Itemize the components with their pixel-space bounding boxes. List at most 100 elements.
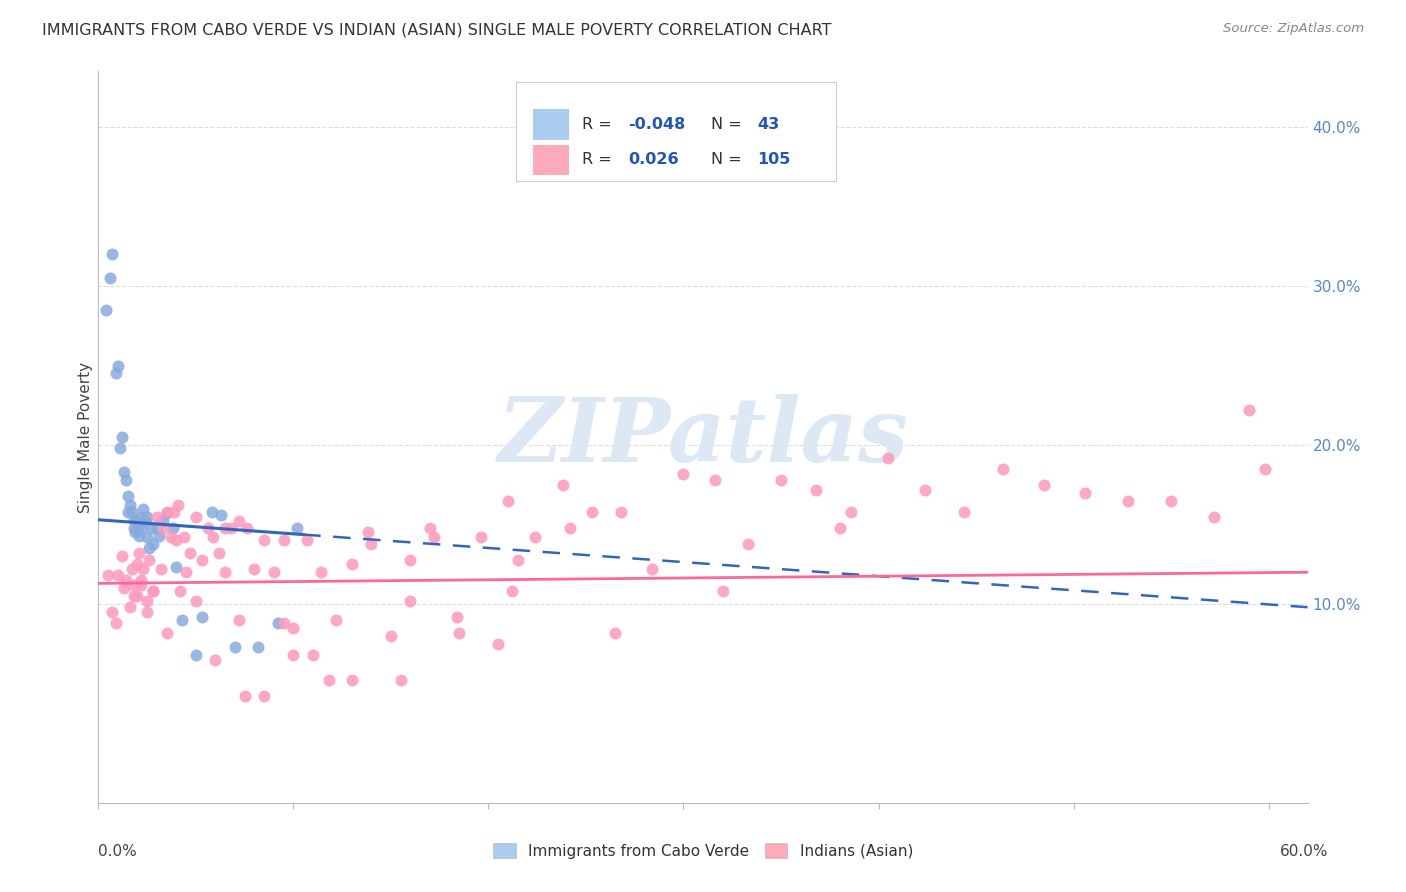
Point: [399, 552, 422, 566]
Text: 43: 43: [758, 117, 780, 132]
Point: [356, 525, 378, 540]
Point: [208, 546, 231, 560]
Point: [470, 530, 492, 544]
Point: [1202, 509, 1225, 524]
Point: [380, 629, 402, 643]
Point: [138, 552, 160, 566]
Point: [131, 578, 153, 592]
Point: [169, 584, 191, 599]
Point: [446, 609, 468, 624]
Point: [235, 521, 257, 535]
Point: [156, 625, 179, 640]
Point: [184, 648, 207, 662]
Point: [389, 673, 412, 688]
Point: [98, 271, 121, 285]
Point: [828, 521, 851, 535]
Point: [309, 566, 332, 580]
Point: [142, 584, 165, 599]
Point: [197, 521, 219, 535]
Point: [122, 589, 145, 603]
FancyBboxPatch shape: [533, 110, 569, 140]
Point: [283, 621, 305, 635]
Text: IMMIGRANTS FROM CABO VERDE VS INDIAN (ASIAN) SINGLE MALE POVERTY CORRELATION CHA: IMMIGRANTS FROM CABO VERDE VS INDIAN (AS…: [42, 22, 832, 37]
Point: [127, 514, 149, 528]
Point: [134, 514, 156, 528]
Point: [247, 640, 270, 654]
Point: [101, 605, 124, 619]
Point: [318, 673, 340, 688]
Point: [128, 529, 150, 543]
Point: [551, 477, 574, 491]
Point: [156, 507, 179, 521]
Point: [114, 573, 136, 587]
Point: [703, 473, 725, 487]
Point: [769, 473, 792, 487]
Point: [152, 514, 174, 528]
Y-axis label: Single Male Poverty: Single Male Poverty: [77, 361, 93, 513]
Point: [112, 581, 135, 595]
Point: [132, 562, 155, 576]
Point: [167, 499, 190, 513]
Point: [146, 521, 169, 535]
Point: [285, 521, 308, 535]
Point: [114, 473, 136, 487]
Point: [165, 560, 187, 574]
Point: [202, 530, 225, 544]
Text: Source: ZipAtlas.com: Source: ZipAtlas.com: [1223, 22, 1364, 36]
Point: [131, 573, 153, 587]
Point: [423, 530, 446, 544]
Point: [101, 247, 124, 261]
Point: [200, 505, 222, 519]
Point: [263, 566, 285, 580]
Point: [174, 566, 197, 580]
Point: [146, 509, 169, 524]
Point: [672, 467, 695, 481]
Text: 105: 105: [758, 153, 790, 168]
Point: [804, 483, 827, 497]
Point: [138, 541, 160, 556]
Point: [117, 505, 139, 519]
Point: [163, 505, 186, 519]
Point: [104, 616, 127, 631]
Point: [993, 462, 1015, 476]
Point: [524, 530, 547, 544]
Point: [108, 441, 131, 455]
Point: [179, 546, 201, 560]
Point: [610, 505, 633, 519]
Point: [117, 489, 139, 503]
Point: [219, 521, 242, 535]
Point: [953, 505, 976, 519]
Point: [162, 521, 184, 535]
Point: [127, 589, 149, 603]
Text: N =: N =: [711, 117, 748, 132]
Point: [506, 552, 529, 566]
Point: [118, 600, 141, 615]
Point: [97, 568, 120, 582]
Point: [486, 637, 509, 651]
Point: [127, 521, 149, 535]
Point: [737, 536, 759, 550]
Point: [449, 625, 471, 640]
Point: [1033, 477, 1056, 491]
Point: [295, 533, 318, 548]
Point: [132, 501, 155, 516]
Point: [253, 533, 276, 548]
Point: [156, 505, 179, 519]
Point: [605, 625, 627, 640]
Point: [253, 690, 276, 704]
Point: [136, 530, 159, 544]
Point: [233, 690, 256, 704]
Point: [1116, 493, 1139, 508]
Point: [127, 558, 149, 572]
Point: [1253, 462, 1275, 476]
Text: N =: N =: [711, 153, 748, 168]
Point: [142, 536, 165, 550]
Point: [148, 529, 170, 543]
Point: [152, 521, 174, 535]
Point: [122, 578, 145, 592]
Point: [111, 430, 134, 444]
Point: [107, 568, 129, 582]
Point: [1074, 485, 1097, 500]
Point: [172, 613, 194, 627]
Point: [149, 562, 172, 576]
